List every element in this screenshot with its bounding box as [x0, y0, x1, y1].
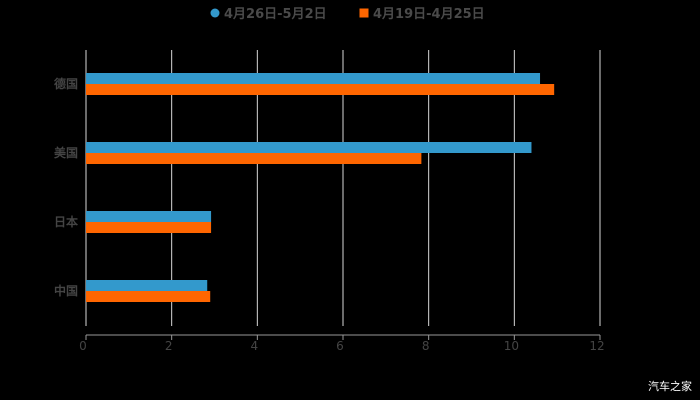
bar-current-week [86, 73, 541, 84]
legend-label: 4月26日-5月2日 [224, 7, 327, 22]
x-tick-label: 0 [79, 339, 87, 353]
category-label: 美国 [54, 145, 78, 160]
legend-circle-icon [210, 8, 220, 18]
bar-current-week [86, 211, 212, 222]
x-tick-label: 6 [336, 339, 344, 353]
bar-current-week [86, 280, 208, 291]
x-tick-label: 12 [589, 339, 604, 353]
category-label: 日本 [54, 214, 78, 229]
category-label: 德国 [54, 76, 78, 91]
category-label: 中国 [54, 283, 78, 298]
bar-previous-week [86, 222, 212, 233]
watermark: 汽车之家 [648, 380, 692, 393]
x-tick-label: 8 [422, 339, 430, 353]
x-tick-label: 4 [251, 339, 259, 353]
legend-square-icon [359, 8, 369, 18]
legend-label: 4月19日-4月25日 [373, 7, 485, 22]
bar-previous-week [86, 291, 211, 302]
bar-previous-week [86, 153, 422, 164]
bar-current-week [86, 142, 532, 153]
x-tick-label: 10 [504, 339, 519, 353]
bar-previous-week [86, 84, 555, 95]
x-tick-label: 2 [165, 339, 173, 353]
